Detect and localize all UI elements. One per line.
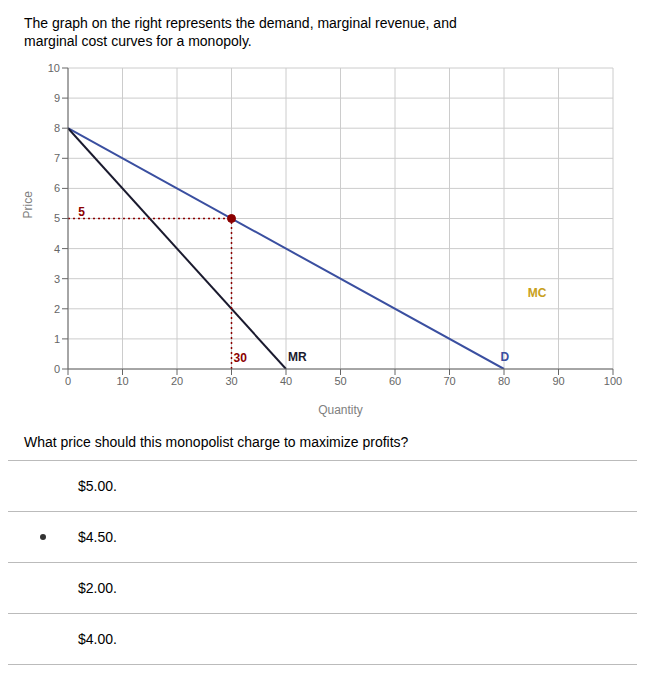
svg-text:Price: Price — [21, 191, 35, 219]
html-text:$5.00.: $5.00. — [78, 478, 117, 494]
svg-text:50: 50 — [334, 375, 346, 387]
svg-text:80: 80 — [498, 375, 510, 387]
svg-text:0: 0 — [65, 375, 71, 387]
svg-text:2: 2 — [54, 303, 60, 315]
svg-text:0: 0 — [54, 363, 60, 375]
svg-text:10: 10 — [116, 375, 128, 387]
html-text:marginal cost curves for a mon: marginal cost curves for a monopoly. — [24, 33, 252, 49]
svg-text:9: 9 — [54, 92, 60, 104]
svg-text:10: 10 — [48, 62, 60, 74]
svg-text:Quantity: Quantity — [318, 403, 363, 417]
svg-text:30: 30 — [234, 351, 248, 365]
svg-text:7: 7 — [54, 152, 60, 164]
html-text:$2.00.: $2.00. — [78, 580, 117, 596]
html-text:$4.00.: $4.00. — [78, 631, 117, 647]
svg-text:5: 5 — [54, 212, 60, 224]
svg-text:5: 5 — [78, 205, 85, 219]
svg-text:30: 30 — [225, 375, 237, 387]
svg-text:70: 70 — [443, 375, 455, 387]
svg-text:100: 100 — [604, 375, 622, 387]
svg-text:20: 20 — [171, 375, 183, 387]
svg-text:D: D — [501, 350, 510, 364]
svg-text:60: 60 — [389, 375, 401, 387]
svg-text:90: 90 — [552, 375, 564, 387]
svg-text:8: 8 — [54, 122, 60, 134]
svg-text:1: 1 — [54, 333, 60, 345]
svg-text:4: 4 — [54, 243, 60, 255]
svg-text:MR: MR — [288, 350, 307, 364]
html-text:$4.50.: $4.50. — [78, 529, 117, 545]
html-text:The graph on the right represe: The graph on the right represents the de… — [24, 15, 457, 31]
svg-text:3: 3 — [54, 273, 60, 285]
svg-text:MC: MC — [528, 286, 547, 300]
html-text:What price should this monopol: What price should this monopolist charge… — [24, 434, 409, 450]
svg-text:40: 40 — [280, 375, 292, 387]
svg-text:6: 6 — [54, 182, 60, 194]
